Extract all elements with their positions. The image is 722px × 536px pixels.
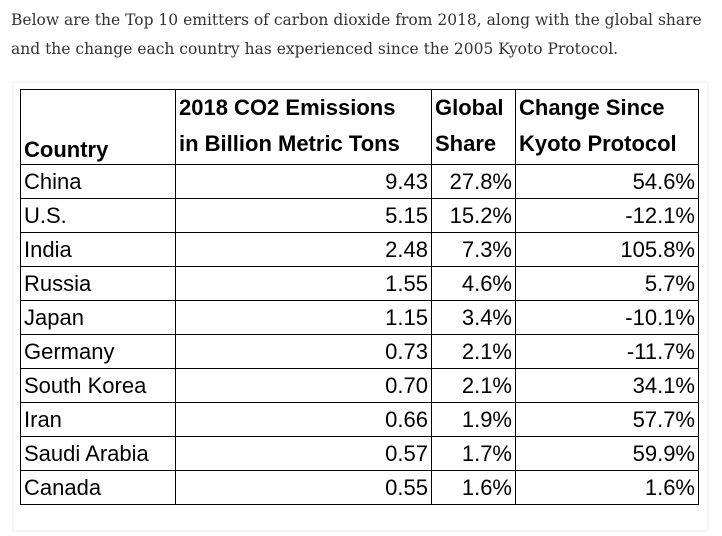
cell-emissions: 0.73 bbox=[175, 334, 432, 369]
table-row: Iran 0.66 1.9% 57.7% bbox=[20, 402, 699, 437]
table-row: China 9.43 27.8% 54.6% bbox=[20, 164, 699, 199]
cell-global-share: 15.2% bbox=[431, 198, 516, 233]
cell-global-share: 2.1% bbox=[431, 368, 516, 403]
cell-emissions: 1.55 bbox=[175, 266, 432, 301]
header-country: Country bbox=[20, 89, 176, 165]
cell-global-share: 2.1% bbox=[431, 334, 516, 369]
header-emissions-line-2: in Billion Metric Tons bbox=[179, 131, 400, 156]
cell-change: 105.8% bbox=[515, 232, 699, 267]
header-emissions-line-1: 2018 CO2 Emissions bbox=[179, 95, 396, 120]
co2-emissions-table: Country 2018 CO2 Emissions in Billion Met… bbox=[20, 89, 699, 505]
header-country-label: Country bbox=[24, 137, 109, 162]
cell-global-share: 1.7% bbox=[431, 436, 516, 471]
table-row: U.S. 5.15 15.2% -12.1% bbox=[20, 198, 699, 233]
cell-country: Japan bbox=[20, 300, 176, 335]
table-row: Japan 1.15 3.4% -10.1% bbox=[20, 300, 699, 335]
cell-change: 34.1% bbox=[515, 368, 699, 403]
cell-country: U.S. bbox=[20, 198, 176, 233]
header-global-share: Global Share bbox=[431, 89, 516, 165]
table-row: Saudi Arabia 0.57 1.7% 59.9% bbox=[20, 436, 699, 471]
cell-country: Iran bbox=[20, 402, 176, 437]
header-change-line-2: Kyoto Protocol bbox=[519, 131, 677, 156]
cell-change: 59.9% bbox=[515, 436, 699, 471]
intro-line-2: and the change each country has experien… bbox=[11, 40, 619, 58]
cell-emissions: 5.15 bbox=[175, 198, 432, 233]
header-change-since-kyoto: Change Since Kyoto Protocol bbox=[515, 89, 699, 165]
cell-change: 1.6% bbox=[515, 470, 699, 505]
table-header-row: Country 2018 CO2 Emissions in Billion Met… bbox=[20, 89, 699, 165]
cell-emissions: 0.55 bbox=[175, 470, 432, 505]
table-row: Canada 0.55 1.6% 1.6% bbox=[20, 470, 699, 505]
cell-emissions: 0.57 bbox=[175, 436, 432, 471]
cell-country: Germany bbox=[20, 334, 176, 369]
cell-change: 57.7% bbox=[515, 402, 699, 437]
cell-change: 5.7% bbox=[515, 266, 699, 301]
cell-country: South Korea bbox=[20, 368, 176, 403]
cell-global-share: 4.6% bbox=[431, 266, 516, 301]
intro-line-1: Below are the Top 10 emitters of carbon … bbox=[11, 11, 702, 29]
cell-country: Russia bbox=[20, 266, 176, 301]
cell-global-share: 3.4% bbox=[431, 300, 516, 335]
cell-emissions: 9.43 bbox=[175, 164, 432, 199]
cell-emissions: 1.15 bbox=[175, 300, 432, 335]
cell-change: 54.6% bbox=[515, 164, 699, 199]
cell-global-share: 27.8% bbox=[431, 164, 516, 199]
cell-change: -12.1% bbox=[515, 198, 699, 233]
intro-paragraph: Below are the Top 10 emitters of carbon … bbox=[11, 6, 716, 64]
table-row: Russia 1.55 4.6% 5.7% bbox=[20, 266, 699, 301]
table-row: India 2.48 7.3% 105.8% bbox=[20, 232, 699, 267]
header-share-line-2: Share bbox=[435, 131, 497, 156]
cell-global-share: 1.6% bbox=[431, 470, 516, 505]
cell-emissions: 0.66 bbox=[175, 402, 432, 437]
header-share-line-1: Global bbox=[435, 95, 504, 120]
table-row: South Korea 0.70 2.1% 34.1% bbox=[20, 368, 699, 403]
cell-change: -11.7% bbox=[515, 334, 699, 369]
cell-country: Saudi Arabia bbox=[20, 436, 176, 471]
cell-country: Canada bbox=[20, 470, 176, 505]
cell-global-share: 7.3% bbox=[431, 232, 516, 267]
cell-change: -10.1% bbox=[515, 300, 699, 335]
cell-country: India bbox=[20, 232, 176, 267]
cell-global-share: 1.9% bbox=[431, 402, 516, 437]
cell-emissions: 0.70 bbox=[175, 368, 432, 403]
table-row: Germany 0.73 2.1% -11.7% bbox=[20, 334, 699, 369]
header-emissions: 2018 CO2 Emissions in Billion Metric Tons bbox=[175, 89, 432, 165]
cell-country: China bbox=[20, 164, 176, 199]
header-change-line-1: Change Since bbox=[519, 95, 665, 120]
cell-emissions: 2.48 bbox=[175, 232, 432, 267]
